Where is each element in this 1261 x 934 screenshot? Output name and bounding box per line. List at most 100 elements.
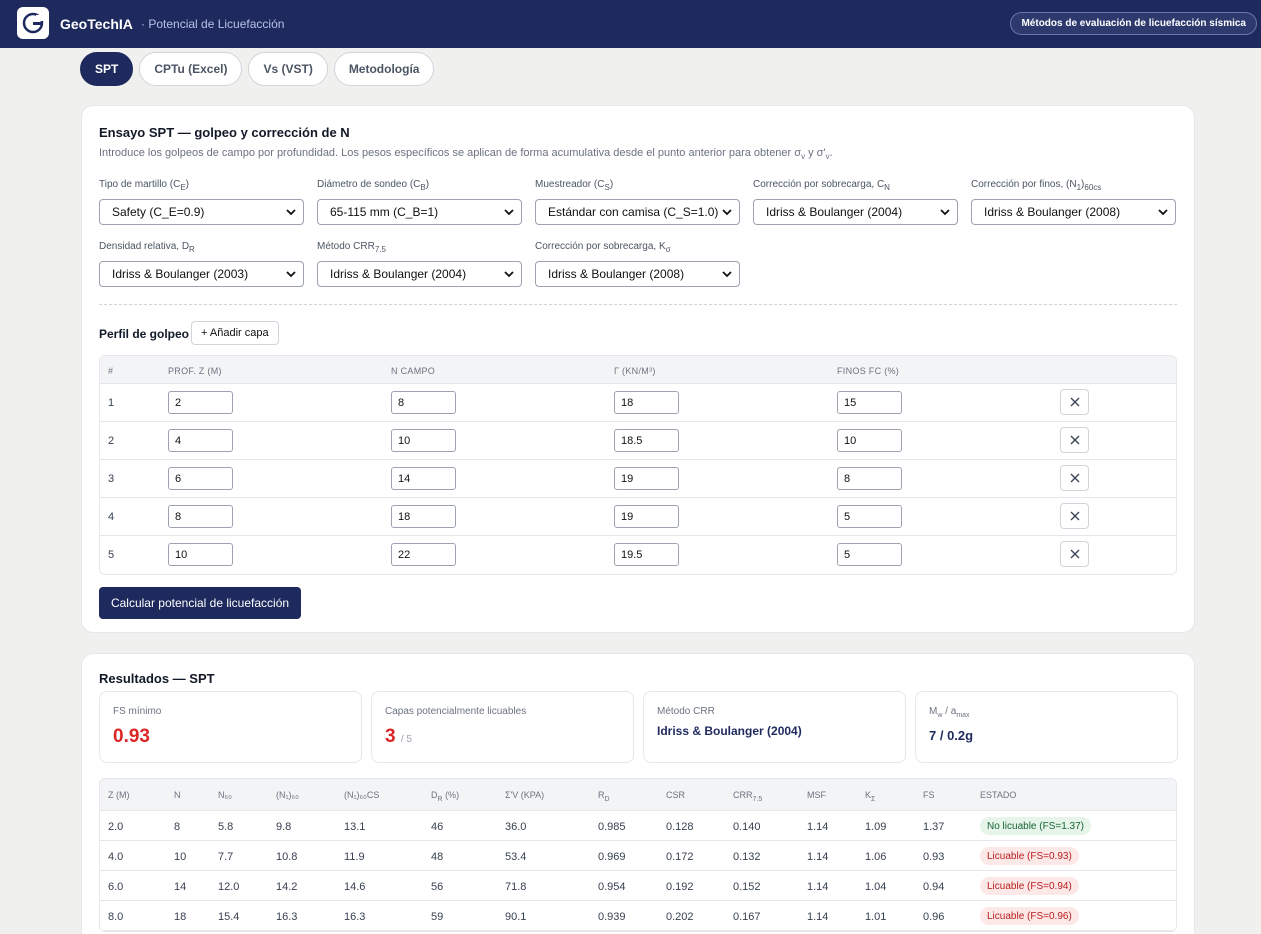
cell-n: 10 xyxy=(174,851,187,863)
table-row: 5 10 22 19.5 5 xyxy=(100,536,1176,574)
delete-row-button[interactable] xyxy=(1060,427,1089,453)
col-ksigma: KΣ xyxy=(865,790,876,803)
cell-n160: 10.8 xyxy=(276,851,298,863)
cell-n160cs: 16.3 xyxy=(344,911,366,923)
select-dr-value: Idriss & Boulanger (2003) xyxy=(112,267,249,281)
results-rows: 2.0 8 5.8 9.8 13.1 46 36.0 0.985 0.128 0.140 1.14 1… xyxy=(100,811,1176,931)
kpi-crr-value: Idriss & Boulanger (2004) xyxy=(657,724,802,738)
row-index: 5 xyxy=(108,549,115,561)
cell-rd: 0.954 xyxy=(598,881,626,893)
col-fines: FINOS FC (%) xyxy=(837,366,900,376)
label-ksigma: Corrección por sobrecarga, Kσ xyxy=(535,241,671,254)
gamma-input[interactable]: 19 xyxy=(614,505,679,528)
brand-name: GeoTechIA xyxy=(60,16,133,32)
kpi-fs-min-value: 0.93 xyxy=(113,726,150,747)
add-layer-button[interactable]: + Añadir capa xyxy=(191,321,279,345)
depth-input[interactable]: 2 xyxy=(168,391,233,414)
tab-vs[interactable]: Vs (VST) xyxy=(248,52,328,86)
cell-sv: 90.1 xyxy=(505,911,527,923)
cell-msf: 1.14 xyxy=(807,911,829,923)
delete-row-button[interactable] xyxy=(1060,503,1089,529)
fines-input[interactable]: 10 xyxy=(837,429,902,452)
cell-n: 14 xyxy=(174,881,187,893)
n-field-input[interactable]: 18 xyxy=(391,505,456,528)
n-field-input[interactable]: 22 xyxy=(391,543,456,566)
select-sampler[interactable]: Estándar con camisa (C_S=1.0) xyxy=(535,199,740,225)
col-crr75: CRR7.5 xyxy=(733,790,763,803)
methods-button[interactable]: Métodos de evaluación de licuefacción sí… xyxy=(1010,12,1257,35)
close-icon xyxy=(1070,435,1079,445)
cell-msf: 1.14 xyxy=(807,821,829,833)
depth-input[interactable]: 8 xyxy=(168,505,233,528)
calculate-button[interactable]: Calcular potencial de licuefacción xyxy=(99,587,301,619)
kpi-liquefiable-layers: Capas potencialmente licuables 3 / 5 xyxy=(371,691,634,763)
delete-row-button[interactable] xyxy=(1060,541,1089,567)
n-field-input[interactable]: 14 xyxy=(391,467,456,490)
cell-rd: 0.969 xyxy=(598,851,626,863)
select-hammer-value: Safety (C_E=0.9) xyxy=(112,205,205,219)
cell-ks: 1.09 xyxy=(865,821,887,833)
cell-dr: 46 xyxy=(431,821,444,833)
cell-crr: 0.140 xyxy=(733,821,761,833)
gamma-input[interactable]: 18.5 xyxy=(614,429,679,452)
col-dr: DR (%) xyxy=(431,790,460,803)
gamma-input[interactable]: 19.5 xyxy=(614,543,679,566)
label-borehole: Diámetro de sondeo (CB) xyxy=(317,179,430,192)
chevron-down-icon xyxy=(504,271,514,278)
cell-fs: 0.93 xyxy=(923,851,945,863)
chevron-down-icon xyxy=(286,209,296,216)
col-gamma: Γ (KN/M³) xyxy=(614,366,656,376)
delete-row-button[interactable] xyxy=(1060,465,1089,491)
fines-input[interactable]: 8 xyxy=(837,467,902,490)
select-dr[interactable]: Idriss & Boulanger (2003) xyxy=(99,261,304,287)
gamma-input[interactable]: 19 xyxy=(614,467,679,490)
select-fines-value: Idriss & Boulanger (2008) xyxy=(984,205,1121,219)
delete-row-button[interactable] xyxy=(1060,389,1089,415)
fines-input[interactable]: 15 xyxy=(837,391,902,414)
cell-msf: 1.14 xyxy=(807,881,829,893)
cell-ks: 1.04 xyxy=(865,881,887,893)
tab-metodologia[interactable]: Metodología xyxy=(333,52,435,86)
cell-dr: 56 xyxy=(431,881,444,893)
n-field-input[interactable]: 10 xyxy=(391,429,456,452)
cell-dr: 48 xyxy=(431,851,444,863)
chevron-down-icon xyxy=(722,271,732,278)
cell-z: 4.0 xyxy=(108,851,124,863)
tab-cptu[interactable]: CPTu (Excel) xyxy=(139,52,243,86)
profile-title: Perfil de golpeo xyxy=(99,327,190,341)
app-logo[interactable] xyxy=(17,7,49,39)
cell-n60: 7.7 xyxy=(218,851,234,863)
table-header: Z (M) N N₆₀ (N₁)₆₀ (N₁)₆₀CS DR (%) Σ'V (… xyxy=(100,779,1176,811)
select-fines[interactable]: Idriss & Boulanger (2008) xyxy=(971,199,1176,225)
cell-n60: 5.8 xyxy=(218,821,234,833)
results-title: Resultados — SPT xyxy=(99,671,215,686)
depth-input[interactable]: 4 xyxy=(168,429,233,452)
cell-z: 2.0 xyxy=(108,821,124,833)
col-csr: CSR xyxy=(666,790,686,800)
cell-ks: 1.06 xyxy=(865,851,887,863)
row-index: 1 xyxy=(108,397,115,409)
table-row: 8.0 18 15.4 16.3 16.3 59 90.1 0.939 0.202 0.167 1.… xyxy=(100,901,1176,931)
cell-rd: 0.939 xyxy=(598,911,626,923)
select-borehole[interactable]: 65-115 mm (C_B=1) xyxy=(317,199,522,225)
select-crr[interactable]: Idriss & Boulanger (2004) xyxy=(317,261,522,287)
tab-spt[interactable]: SPT xyxy=(80,52,134,86)
kpi-crr-label: Método CRR xyxy=(657,706,715,717)
kpi-fs-min-label: FS mínimo xyxy=(113,706,162,717)
cell-msf: 1.14 xyxy=(807,851,829,863)
depth-input[interactable]: 10 xyxy=(168,543,233,566)
select-hammer[interactable]: Safety (C_E=0.9) xyxy=(99,199,304,225)
fines-input[interactable]: 5 xyxy=(837,505,902,528)
cell-n: 18 xyxy=(174,911,187,923)
select-ksigma[interactable]: Idriss & Boulanger (2008) xyxy=(535,261,740,287)
fines-input[interactable]: 5 xyxy=(837,543,902,566)
select-cn[interactable]: Idriss & Boulanger (2004) xyxy=(753,199,958,225)
label-dr: Densidad relativa, DR xyxy=(99,241,195,254)
gamma-input[interactable]: 18 xyxy=(614,391,679,414)
spt-description: Introduce los golpeos de campo por profu… xyxy=(99,147,833,162)
chevron-down-icon xyxy=(286,271,296,278)
close-icon xyxy=(1070,397,1079,407)
cell-n160cs: 11.9 xyxy=(344,851,365,863)
depth-input[interactable]: 6 xyxy=(168,467,233,490)
n-field-input[interactable]: 8 xyxy=(391,391,456,414)
